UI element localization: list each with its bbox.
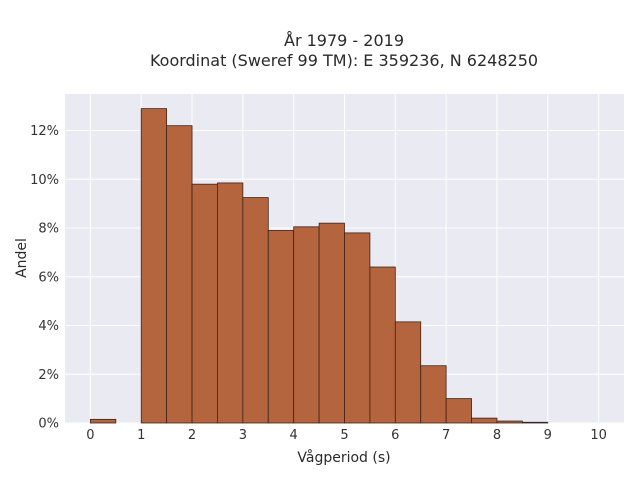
histogram-bar — [344, 232, 371, 424]
x-tick-label: 9 — [544, 428, 552, 443]
y-tick-label: 2% — [38, 368, 59, 383]
x-tick-label: 2 — [188, 428, 196, 443]
histogram-bar — [217, 182, 244, 424]
histogram-bar — [318, 222, 345, 424]
y-axis-label: Andel — [14, 238, 30, 278]
x-axis-label: Vågperiod (s) — [297, 449, 390, 466]
chart-title-line-2: Koordinat (Sweref 99 TM): E 359236, N 62… — [150, 51, 538, 70]
x-tick-label: 1 — [137, 428, 145, 443]
histogram-bar — [445, 398, 472, 424]
x-tick-label: 6 — [391, 428, 399, 443]
x-tick-label: 7 — [442, 428, 450, 443]
histogram-bar — [471, 417, 498, 424]
x-tick-label: 3 — [239, 428, 247, 443]
histogram-bar — [191, 183, 218, 424]
histogram-bar — [166, 125, 193, 424]
y-tick-label: 8% — [38, 222, 59, 237]
histogram-bar — [293, 226, 320, 424]
histogram-bar — [420, 365, 447, 424]
x-tick-label: 8 — [493, 428, 501, 443]
y-tick-label: 6% — [38, 270, 59, 285]
y-tick-label: 0% — [38, 417, 59, 432]
histogram-bar — [521, 421, 549, 424]
y-tick-label: 10% — [30, 173, 59, 188]
x-tick-label: 5 — [340, 428, 348, 443]
histogram-bar — [242, 197, 269, 424]
x-tick-label: 10 — [590, 428, 607, 443]
histogram-bar — [267, 230, 295, 424]
chart-title-line-1: År 1979 - 2019 — [284, 31, 404, 50]
histogram-bar — [394, 321, 422, 424]
x-tick-label: 0 — [86, 428, 94, 443]
y-tick-label: 4% — [38, 319, 59, 334]
y-tick-labels: 0% 2% 4% 6% 8% 10% 12% — [30, 124, 59, 431]
x-tick-label: 4 — [290, 428, 298, 443]
y-tick-label: 12% — [30, 124, 59, 139]
histogram-bar — [140, 108, 168, 424]
bars — [90, 108, 549, 424]
x-tick-labels: 0 1 2 3 4 5 6 7 8 9 10 — [86, 428, 607, 443]
histogram-bar — [90, 418, 117, 424]
histogram-bar — [496, 420, 523, 424]
histogram-bar — [369, 266, 396, 424]
